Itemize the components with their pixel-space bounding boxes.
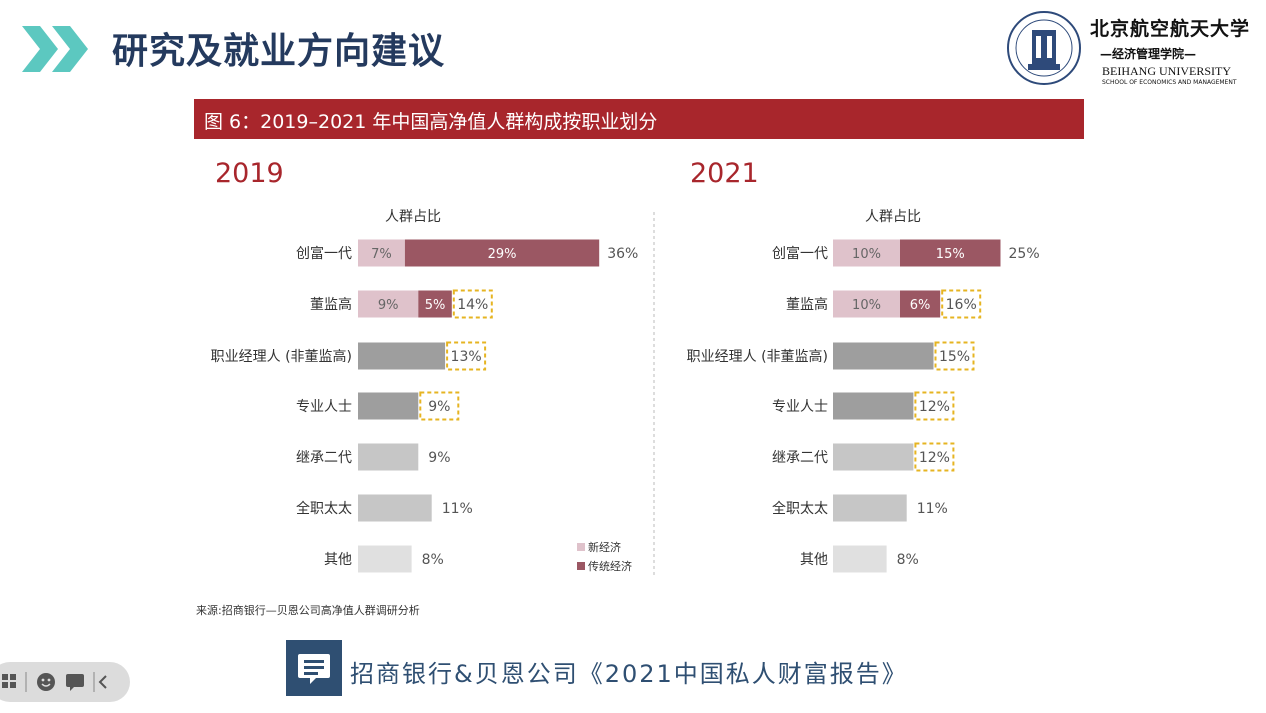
grid-icon[interactable]	[2, 674, 16, 688]
category-label: 专业人士	[772, 399, 828, 415]
bar-total	[358, 342, 446, 370]
figure-title: 图 6：2019–2021 年中国高净值人群构成按职业划分	[204, 111, 658, 133]
bar-new-economy	[833, 239, 900, 267]
bar-total-label: 12%	[919, 399, 950, 415]
bar-total-label: 14%	[457, 297, 488, 313]
bar-traditional	[418, 290, 452, 318]
bar-total-label: 9%	[428, 450, 450, 466]
category-label: 职业经理人 (非董监高)	[687, 348, 828, 365]
category-label: 继承二代	[296, 450, 352, 466]
highlight-box	[934, 341, 975, 371]
highlight-box	[419, 391, 460, 421]
school-name-en: SCHOOL OF ECONOMICS AND MANAGEMENT	[1102, 79, 1237, 86]
highlight-box	[446, 341, 487, 371]
bar-total	[833, 443, 914, 471]
category-label: 创富一代	[296, 245, 352, 262]
school-name-cn: —经济管理学院—	[1100, 47, 1197, 61]
category-label: 继承二代	[772, 450, 828, 466]
footer-text: 招商银行&贝恩公司《2021中国私人财富报告》	[350, 660, 908, 688]
chevron-arrows-icon	[22, 26, 88, 72]
legend-label-new: 新经济	[588, 540, 621, 554]
bar-new-economy	[833, 290, 900, 318]
bar-total	[833, 494, 907, 522]
bar-total-label: 8%	[422, 552, 444, 568]
category-label: 全职太太	[772, 500, 828, 517]
bar-new-economy	[358, 290, 419, 318]
category-label: 董监高	[786, 296, 828, 313]
bar-total	[833, 342, 934, 370]
category-label: 其他	[800, 552, 828, 568]
bar-label-traditional: 15%	[936, 247, 965, 262]
bar-total	[833, 392, 914, 420]
category-label: 专业人士	[296, 399, 352, 415]
bar-total-label: 8%	[897, 552, 919, 568]
university-name-block: 北京航空航天大学 —经济管理学院— BEIHANG UNIVERSITY SCH…	[1090, 14, 1260, 86]
highlight-box	[914, 442, 955, 472]
bar-total-label: 25%	[1009, 246, 1040, 262]
bar-total-label: 9%	[428, 399, 450, 415]
bar-label-new: 10%	[852, 247, 881, 262]
category-label: 职业经理人 (非董监高)	[211, 348, 352, 365]
source-note: 来源:招商银行—贝恩公司高净值人群调研分析	[196, 604, 420, 617]
chevron-left-icon[interactable]	[98, 675, 107, 689]
category-label: 其他	[324, 552, 352, 568]
category-label: 全职太太	[296, 500, 352, 517]
category-label: 创富一代	[772, 245, 828, 262]
bar-total-label: 11%	[917, 501, 948, 517]
bar-label-new: 10%	[852, 298, 881, 313]
bar-new-economy	[358, 239, 405, 267]
university-name-cn: 北京航空航天大学	[1090, 18, 1251, 40]
bar-label-new: 9%	[378, 298, 399, 313]
bar-label-traditional: 6%	[910, 298, 931, 313]
university-seal-icon	[1007, 11, 1081, 85]
university-name-en: BEIHANG UNIVERSITY	[1102, 64, 1231, 78]
bar-traditional	[900, 239, 1001, 267]
chat-icon[interactable]	[66, 674, 84, 691]
bar-total	[358, 443, 419, 471]
bar-total-label: 13%	[451, 349, 482, 365]
bar-traditional	[900, 290, 941, 318]
highlight-box	[914, 391, 955, 421]
bar-label-traditional: 5%	[425, 298, 446, 313]
page-title: 研究及就业方向建议	[112, 31, 446, 72]
message-icon	[286, 640, 342, 696]
bar-total	[358, 392, 419, 420]
presentation-toolbar	[0, 662, 130, 702]
bar-total	[833, 545, 887, 573]
bar-traditional	[404, 239, 600, 267]
legend-swatch-new	[577, 543, 585, 551]
smile-icon[interactable]	[37, 673, 55, 691]
figure-banner	[194, 99, 1084, 139]
bar-total-label: 12%	[919, 450, 950, 466]
bar-total-label: 11%	[442, 501, 473, 517]
panel-year-2019: 2019	[215, 158, 284, 189]
bar-total-label: 36%	[607, 246, 638, 262]
highlight-box	[452, 289, 493, 319]
bar-label-new: 7%	[371, 247, 392, 262]
axis-title: 人群占比	[385, 209, 441, 225]
bar-label-traditional: 29%	[488, 247, 517, 262]
bar-total	[358, 494, 432, 522]
highlight-box	[941, 289, 982, 319]
legend-label-traditional: 传统经济	[588, 559, 632, 573]
axis-title: 人群占比	[865, 209, 921, 225]
bar-total	[358, 545, 412, 573]
bar-total-label: 16%	[946, 297, 977, 313]
bar-total-label: 15%	[939, 349, 970, 365]
panel-year-2021: 2021	[690, 158, 759, 189]
legend-swatch-traditional	[577, 562, 585, 570]
category-label: 董监高	[310, 296, 352, 313]
